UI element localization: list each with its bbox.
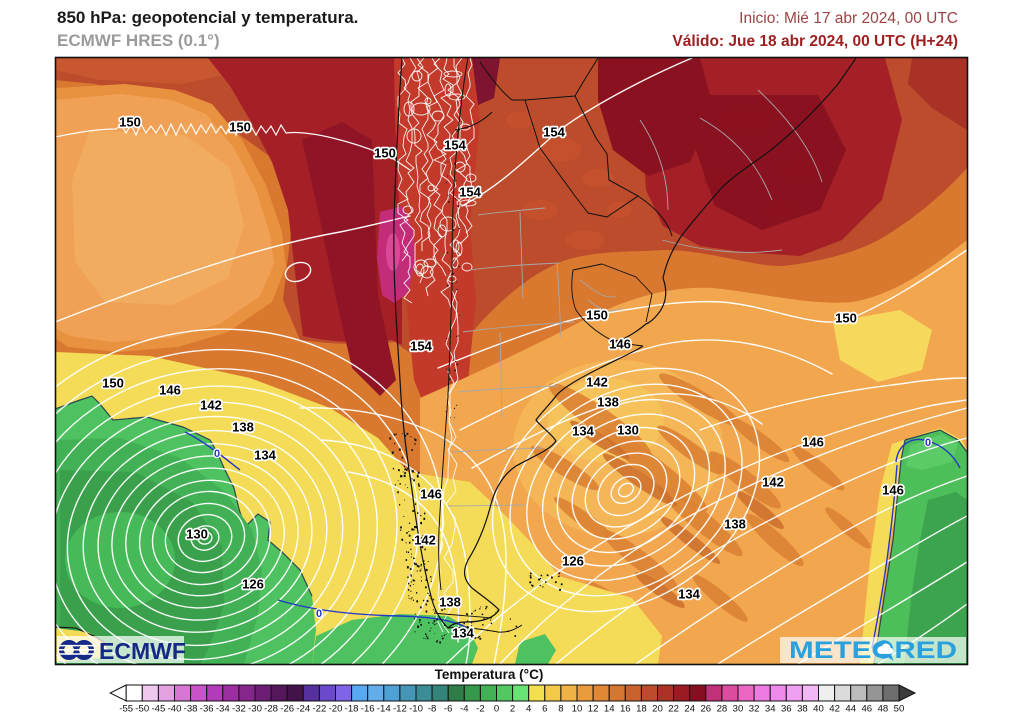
svg-text:40: 40 <box>813 704 824 715</box>
svg-text:138: 138 <box>439 595 461 610</box>
svg-text:26: 26 <box>700 704 711 715</box>
svg-text:16: 16 <box>620 704 631 715</box>
svg-text:10: 10 <box>572 704 583 715</box>
svg-text:0: 0 <box>925 437 931 449</box>
svg-text:44: 44 <box>845 704 856 715</box>
svg-text:142: 142 <box>586 375 608 390</box>
svg-text:-28: -28 <box>264 704 278 715</box>
svg-text:-38: -38 <box>184 704 198 715</box>
svg-text:22: 22 <box>668 704 679 715</box>
svg-text:-55: -55 <box>119 704 133 715</box>
svg-text:Inicio: Mié 17 abr 2024, 00 UT: Inicio: Mié 17 abr 2024, 00 UTC <box>739 10 958 27</box>
svg-text:32: 32 <box>749 704 760 715</box>
svg-text:850 hPa: geopotencial y temper: 850 hPa: geopotencial y temperatura. <box>57 8 358 27</box>
svg-text:146: 146 <box>159 383 181 398</box>
svg-text:Válido: Jue 18 abr 2024, 00 UT: Válido: Jue 18 abr 2024, 00 UTC (H+24) <box>672 33 958 50</box>
svg-text:2: 2 <box>510 704 515 715</box>
svg-text:-14: -14 <box>377 704 392 715</box>
svg-text:-32: -32 <box>232 704 246 715</box>
svg-text:154: 154 <box>543 125 565 140</box>
svg-text:0: 0 <box>214 448 220 460</box>
svg-text:0: 0 <box>494 704 499 715</box>
svg-text:150: 150 <box>102 376 124 391</box>
svg-text:ECMWF: ECMWF <box>99 638 186 664</box>
svg-text:-24: -24 <box>296 704 311 715</box>
svg-text:20: 20 <box>652 704 663 715</box>
svg-text:48: 48 <box>878 704 889 715</box>
svg-text:50: 50 <box>894 704 905 715</box>
svg-text:46: 46 <box>861 704 872 715</box>
svg-text:Temperatura (°C): Temperatura (°C) <box>435 667 544 682</box>
svg-text:-8: -8 <box>428 704 437 715</box>
svg-text:-34: -34 <box>216 704 231 715</box>
svg-text:-45: -45 <box>151 704 165 715</box>
svg-text:38: 38 <box>797 704 808 715</box>
svg-text:146: 146 <box>609 337 631 352</box>
svg-text:138: 138 <box>232 420 254 435</box>
svg-text:-2: -2 <box>476 704 485 715</box>
svg-text:30: 30 <box>733 704 744 715</box>
svg-text:134: 134 <box>254 448 276 463</box>
svg-text:36: 36 <box>781 704 792 715</box>
svg-text:24: 24 <box>684 704 695 715</box>
svg-text:42: 42 <box>829 704 840 715</box>
svg-text:154: 154 <box>459 185 481 200</box>
svg-text:-26: -26 <box>280 704 294 715</box>
svg-text:14: 14 <box>604 704 615 715</box>
svg-text:-6: -6 <box>444 704 453 715</box>
svg-text:134: 134 <box>572 424 594 439</box>
svg-text:34: 34 <box>765 704 776 715</box>
svg-text:METEORED: METEORED <box>789 637 957 664</box>
svg-text:ECMWF HRES (0.1°): ECMWF HRES (0.1°) <box>57 31 220 50</box>
svg-text:-36: -36 <box>200 704 214 715</box>
svg-text:-50: -50 <box>135 704 149 715</box>
svg-text:-16: -16 <box>361 704 375 715</box>
svg-text:-20: -20 <box>329 704 343 715</box>
svg-text:130: 130 <box>617 423 639 438</box>
svg-text:150: 150 <box>835 311 857 326</box>
svg-text:146: 146 <box>420 487 442 502</box>
svg-text:150: 150 <box>119 115 141 130</box>
svg-text:154: 154 <box>410 339 432 354</box>
svg-text:-4: -4 <box>460 704 469 715</box>
svg-text:18: 18 <box>636 704 647 715</box>
svg-text:150: 150 <box>229 120 251 135</box>
svg-text:8: 8 <box>558 704 563 715</box>
svg-text:150: 150 <box>374 146 396 161</box>
svg-text:4: 4 <box>526 704 532 715</box>
svg-text:154: 154 <box>444 138 466 153</box>
svg-text:150: 150 <box>586 308 608 323</box>
svg-text:-22: -22 <box>312 704 326 715</box>
svg-text:-40: -40 <box>168 704 182 715</box>
svg-text:130: 130 <box>186 527 208 542</box>
svg-text:28: 28 <box>717 704 728 715</box>
svg-text:-18: -18 <box>345 704 359 715</box>
svg-text:134: 134 <box>452 626 474 641</box>
svg-text:146: 146 <box>802 435 824 450</box>
svg-text:126: 126 <box>562 554 584 569</box>
svg-text:146: 146 <box>882 483 904 498</box>
svg-text:142: 142 <box>762 475 784 490</box>
svg-text:6: 6 <box>542 704 547 715</box>
svg-text:142: 142 <box>200 398 222 413</box>
svg-text:138: 138 <box>597 395 619 410</box>
svg-text:-10: -10 <box>409 704 423 715</box>
svg-text:142: 142 <box>414 533 436 548</box>
svg-text:138: 138 <box>724 517 746 532</box>
svg-text:134: 134 <box>678 587 700 602</box>
svg-text:126: 126 <box>242 577 264 592</box>
svg-text:-30: -30 <box>248 704 262 715</box>
svg-text:0: 0 <box>316 608 322 620</box>
svg-text:12: 12 <box>588 704 599 715</box>
svg-text:-12: -12 <box>393 704 407 715</box>
